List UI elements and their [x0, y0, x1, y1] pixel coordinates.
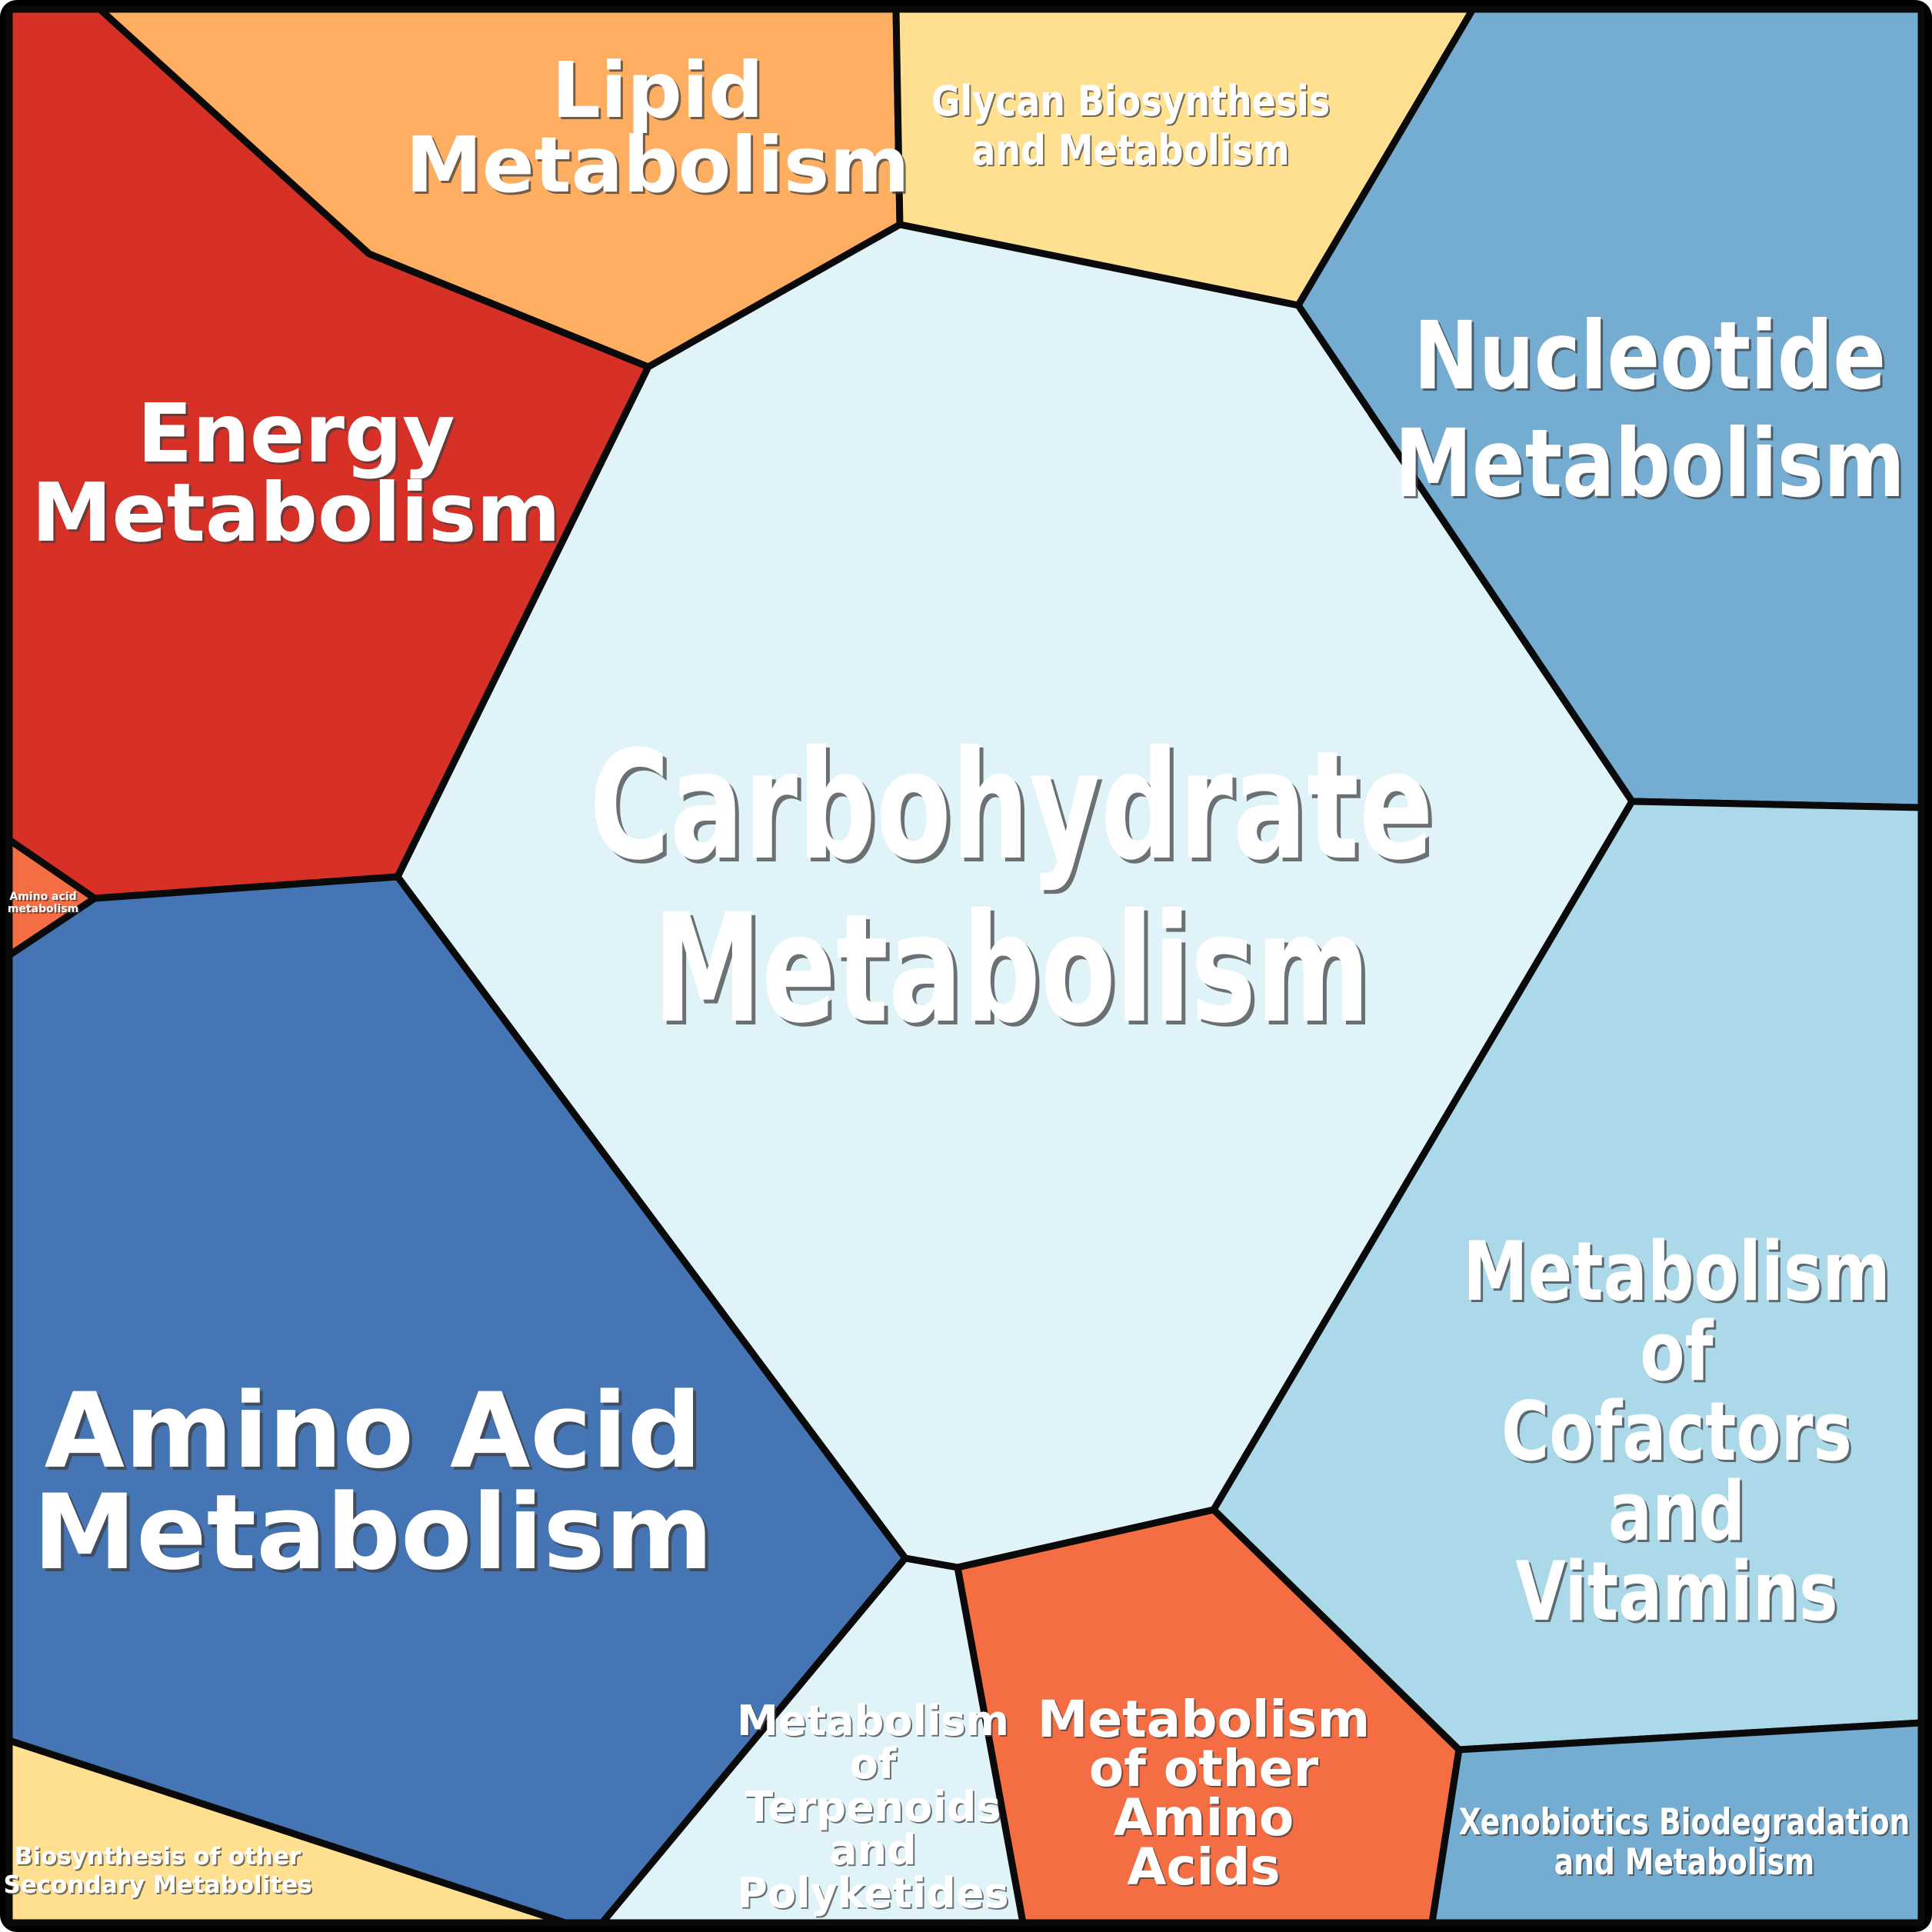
cell-label-line: Metabolism [1039, 1691, 1371, 1750]
cell-label-line: Metabolism [405, 120, 909, 210]
cell-label-carbohydrate-metabolism: CarbohydrateCarbohydrateMetabolismMetabo… [589, 720, 1437, 1061]
cell-label-line: Xenobiotics Biodegradation [1459, 1801, 1910, 1844]
cell-label-line: Terpenoids [746, 1784, 1002, 1833]
cell-label-line: Lipid [554, 48, 765, 138]
cell-label-line: Amino acid [11, 892, 78, 904]
cell-label-line: Carbohydrate [589, 720, 1433, 894]
cell-label-line: Energy [137, 387, 455, 481]
cell-label-line: Metabolism [738, 1698, 1011, 1747]
cell-label-line: Metabolism [34, 468, 563, 562]
cell-metabolism-of-terpenoids-and-polyketides[interactable] [598, 1554, 1027, 1927]
cell-amino-acid-metabolism-small[interactable] [5, 836, 98, 959]
cell-label-metabolism-of-cofactors-and-vitamins: MetabolismMetabolismofofCofactorsCofacto… [1463, 1224, 1892, 1642]
cell-label-line: Cofactors [1504, 1387, 1854, 1482]
cells-layer [5, 5, 1925, 1927]
cell-label-line: Metabolism [653, 883, 1371, 1057]
cell-label-line: of [1642, 1307, 1716, 1402]
cell-label-line: Metabolism [408, 122, 911, 212]
cell-label-line: and Metabolism [1554, 1841, 1814, 1884]
cell-label-line: and [831, 1827, 918, 1876]
cell-label-line: Cofactors [1501, 1384, 1852, 1480]
cell-label-line: Metabolism [1038, 1690, 1370, 1749]
cell-label-line: Glycan Biosynthesis [933, 78, 1331, 127]
cell-xenobiotics-biodegradation-and-metabolism[interactable] [1428, 1719, 1925, 1927]
cell-label-line: Acids [1127, 1837, 1280, 1897]
cell-label-line: Lipid [551, 45, 763, 135]
cell-label-line: Amino Acid [45, 1371, 702, 1491]
cell-label-line: Metabolism [36, 1475, 717, 1596]
cell-label-line: and Metabolism [973, 127, 1291, 176]
cell-label-line: Amino [1115, 1790, 1296, 1849]
cell-label-line: Vitamins [1515, 1544, 1837, 1640]
cell-label-line: of other [1091, 1740, 1321, 1800]
cell-label-line: and [1611, 1467, 1747, 1562]
cell-label-line: metabolism [8, 903, 78, 915]
cell-label-metabolism-of-terpenoids-and-polyketides: MetabolismMetabolismofofTerpenoidsTerpen… [737, 1697, 1011, 1919]
cell-label-line: and [1608, 1464, 1745, 1560]
cell-label-line: Metabolism [1463, 1224, 1890, 1320]
cell-label-line: Metabolism [32, 466, 561, 560]
cell-label-line: of [851, 1741, 898, 1790]
cell-label-line: Metabolism [33, 1472, 714, 1593]
cell-label-line: Polyketides [737, 1869, 1008, 1917]
cell-label-line: Glycan Biosynthesis [931, 76, 1330, 125]
cell-biosynthesis-of-other-secondary-metabolites[interactable] [5, 1737, 569, 1927]
cell-label-line: Secondary Metabolites [5, 1873, 313, 1900]
cell-label-line: and Metabolism [971, 125, 1289, 175]
cell-label-line: Carbohydrate [593, 724, 1437, 898]
cell-label-line: Nucleotide [1414, 302, 1886, 411]
cell-label-line: Biosynthesis of other [16, 1844, 303, 1872]
cell-label-line: Acids [1128, 1839, 1281, 1898]
cell-label-line: Metabolism [737, 1697, 1009, 1745]
cell-label-line: Xenobiotics Biodegradation [1461, 1803, 1912, 1845]
cell-label-line: and [829, 1826, 917, 1874]
cell-label-line: Metabolism [1394, 410, 1904, 518]
cell-label-line: Energy [139, 389, 457, 483]
cell-label-line: Metabolism [1465, 1227, 1892, 1322]
cell-label-line: Metabolism [1397, 412, 1907, 521]
cell-label-line: Amino acid [9, 891, 76, 903]
cell-label-line: Biosynthesis of other [15, 1843, 301, 1870]
cell-label-line: of other [1089, 1739, 1319, 1798]
cell-label-line: Amino Acid [48, 1374, 705, 1494]
cell-label-line: Terpenoids [744, 1783, 1001, 1831]
cell-label-line: of [850, 1740, 897, 1788]
cell-label-line: Polyketides [738, 1870, 1010, 1919]
cell-label-line: Amino [1114, 1788, 1294, 1847]
cell-label-line: Nucleotide [1416, 305, 1888, 413]
cell-label-line: of [1640, 1304, 1714, 1400]
cell-label-line: metabolism [9, 904, 80, 917]
cell-label-line: Vitamins [1517, 1547, 1840, 1642]
cell-label-line: Secondary Metabolites [3, 1871, 311, 1899]
cell-label-line: and Metabolism [1556, 1843, 1816, 1885]
cell-label-line: Metabolism [657, 887, 1374, 1061]
